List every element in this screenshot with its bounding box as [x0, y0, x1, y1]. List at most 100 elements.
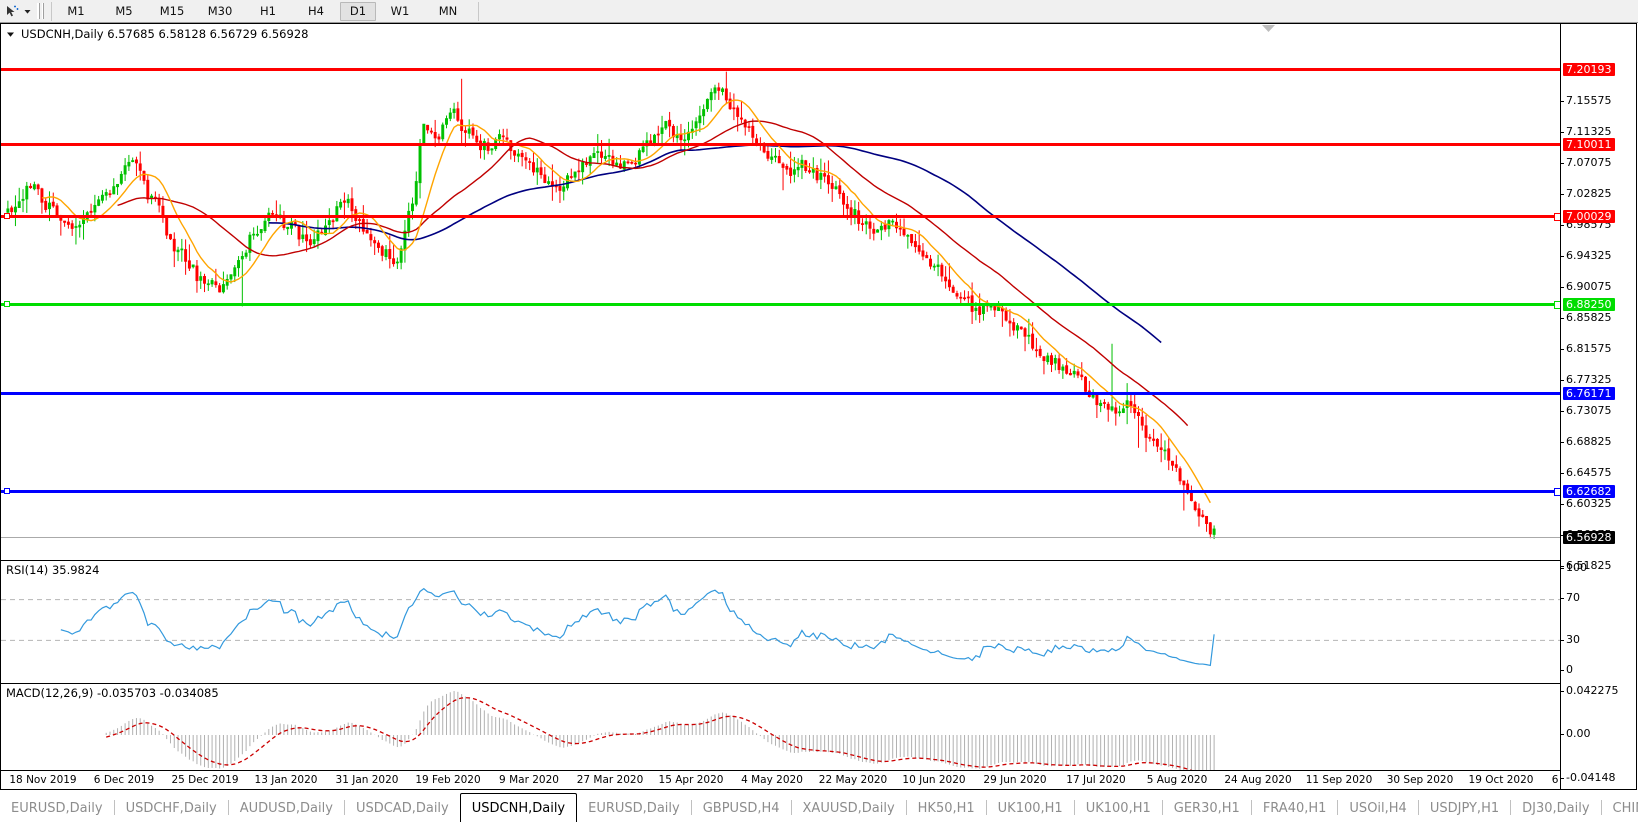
timeframe-button-d1[interactable]: D1: [340, 1, 376, 21]
toolbar-separator: [51, 1, 52, 21]
cursor-crosshair-icon[interactable]: [3, 2, 21, 20]
chart-tab-eurusd-daily[interactable]: EURUSD,Daily: [588, 801, 680, 816]
price-tick: 6.94325: [1561, 250, 1636, 262]
macd-tick: 0.00: [1561, 728, 1636, 740]
price-tick: 6.77325: [1561, 374, 1636, 386]
level-line[interactable]: [1, 301, 1561, 307]
time-tick-label: 31 Jan 2020: [335, 774, 399, 786]
time-tick-label: 13 Jan 2020: [254, 774, 318, 786]
price-scale[interactable]: 7.15575 7.11325 7.07075 7.02825 6.98575 6.943…: [1560, 24, 1636, 789]
macd-pane[interactable]: MACD(12,26,9) -0.035703 -0.034085: [1, 683, 1636, 784]
price-tick: 6.64575: [1561, 467, 1636, 479]
price-tick: 6.90075: [1561, 281, 1636, 293]
current-price-line: [1, 537, 1561, 538]
time-scale[interactable]: 18 Nov 2019 6 Dec 2019 25 Dec 2019 13 Jan 2…: [1, 770, 1636, 789]
chart-tab-usdcad-daily[interactable]: USDCAD,Daily: [355, 801, 449, 816]
timeframe-button-m5[interactable]: M5: [115, 4, 133, 18]
time-tick-label: 6 Dec 2019: [93, 774, 155, 786]
price-tick: 7.11325: [1561, 126, 1636, 138]
cursor-dropdown-caret-icon[interactable]: [21, 2, 33, 20]
level-anchor-handle[interactable]: [4, 213, 10, 219]
chart-tab-ger30-h1[interactable]: GER30,H1: [1173, 801, 1240, 816]
chart-tab-fra40-h1[interactable]: FRA40,H1: [1262, 801, 1327, 816]
chart-tab-gbpusd-h4[interactable]: GBPUSD,H4: [702, 801, 780, 816]
level-line[interactable]: [1, 68, 1561, 71]
price-tick: 6.51825: [1561, 560, 1636, 572]
timeframe-button-w1[interactable]: W1: [390, 4, 410, 18]
level-line[interactable]: [1, 488, 1561, 494]
rsi-tick: 100: [1561, 562, 1636, 574]
timeframe-button-mn[interactable]: MN: [438, 4, 458, 18]
level-line[interactable]: [1, 392, 1561, 395]
tab-separator: [227, 799, 229, 815]
level-line[interactable]: [1, 143, 1561, 146]
price-level-badge[interactable]: 6.76171: [1563, 387, 1615, 400]
price-pane[interactable]: [1, 24, 1636, 559]
chart-top-marker-icon: [1262, 25, 1275, 32]
time-tick-label: 9 Mar 2020: [499, 774, 559, 786]
time-tick-label: 19 Oct 2020: [1468, 774, 1534, 786]
tab-separator: [1417, 799, 1419, 815]
level-line[interactable]: [1, 213, 1561, 219]
chart-tab-usdcnh-daily[interactable]: USDCNH,Daily: [459, 793, 578, 822]
chart-window[interactable]: USDCNH,Daily 6.57685 6.58128 6.56729 6.5…: [0, 23, 1637, 790]
chart-tab-usdjpy-h1[interactable]: USDJPY,H1: [1429, 801, 1500, 816]
time-tick-label: 30 Sep 2020: [1386, 774, 1454, 786]
price-tick: 6.85825: [1561, 312, 1636, 324]
chart-tab-xauusd-daily[interactable]: XAUUSD,Daily: [802, 801, 895, 816]
chart-tab-usdchf-daily[interactable]: USDCHF,Daily: [125, 801, 217, 816]
price-tick: 7.07075: [1561, 157, 1636, 169]
current-price-badge: 6.56928: [1563, 531, 1615, 544]
chart-menu-caret-icon[interactable]: [5, 29, 16, 40]
rsi-pane[interactable]: RSI(14) 35.9824: [1, 560, 1636, 683]
price-level-badge[interactable]: 7.00029: [1563, 210, 1615, 223]
tab-separator: [1250, 799, 1252, 815]
timeframe-button-group: M1 M5 M15 M30 H1 H4 D1 W1 MN: [52, 1, 472, 21]
chart-tab-strip: EURUSD,Daily USDCHF,Daily AUDUSD,Daily USDC…: [0, 792, 1638, 822]
tab-separator: [985, 799, 987, 815]
price-level-badge[interactable]: 7.10011: [1563, 138, 1615, 151]
toolbar-drag-grip[interactable]: [37, 3, 45, 19]
timeframe-button-m15[interactable]: M15: [159, 4, 185, 18]
price-level-badge[interactable]: 6.88250: [1563, 298, 1615, 311]
tab-separator: [1161, 799, 1163, 815]
chart-tab-hk50-h1[interactable]: HK50,H1: [917, 801, 975, 816]
time-tick-label: 22 May 2020: [818, 774, 888, 786]
chart-tab-eurusd-daily[interactable]: EURUSD,Daily: [11, 801, 103, 816]
chart-tab-uk100-h1[interactable]: UK100,H1: [1085, 801, 1151, 816]
tab-separator: [1600, 799, 1602, 815]
time-tick-label: 19 Feb 2020: [415, 774, 481, 786]
tab-separator: [905, 799, 907, 815]
chart-tab-bar: EURUSD,Daily USDCHF,Daily AUDUSD,Daily USDC…: [0, 792, 1638, 835]
time-tick-label: 4 May 2020: [741, 774, 803, 786]
time-tick-label: 27 Mar 2020: [576, 774, 644, 786]
timeframe-button-m1[interactable]: M1: [67, 4, 85, 18]
price-tick: 7.02825: [1561, 188, 1636, 200]
level-anchor-handle[interactable]: [4, 488, 10, 494]
chart-tab-audusd-daily[interactable]: AUDUSD,Daily: [239, 801, 333, 816]
timeframe-button-h1[interactable]: H1: [260, 4, 276, 18]
price-tick: 7.15575: [1561, 95, 1636, 107]
macd-tick: -0.04148: [1561, 772, 1636, 784]
level-anchor-handle[interactable]: [4, 301, 10, 307]
timeframe-button-m30[interactable]: M30: [207, 4, 233, 18]
rsi-tick: 0: [1561, 664, 1636, 676]
chart-tab-uk100-h1[interactable]: UK100,H1: [997, 801, 1063, 816]
chart-tab-usoil-h4[interactable]: USOil,H4: [1349, 801, 1407, 816]
time-tick-label: 10 Jun 2020: [902, 774, 966, 786]
macd-label: MACD(12,26,9) -0.035703 -0.034085: [6, 686, 222, 700]
tab-separator: [1073, 799, 1075, 815]
tab-separator: [1510, 799, 1512, 815]
price-level-badge[interactable]: 6.62682: [1563, 485, 1615, 498]
price-tick: 6.73075: [1561, 405, 1636, 417]
time-tick-label: 15 Apr 2020: [658, 774, 724, 786]
chart-tab-dj30-daily[interactable]: DJ30,Daily: [1522, 801, 1590, 816]
chart-tab-china300-h1[interactable]: CHINA300,H1: [1612, 801, 1638, 816]
time-tick-label: 11 Sep 2020: [1305, 774, 1373, 786]
timeframe-button-h4[interactable]: H4: [308, 4, 324, 18]
time-tick-label: 18 Nov 2019: [9, 774, 77, 786]
macd-tick: 0.042275: [1561, 685, 1636, 697]
price-level-badge[interactable]: 7.20193: [1563, 63, 1615, 76]
toolbar-separator-2: [478, 1, 479, 21]
time-tick-label: 5 Aug 2020: [1146, 774, 1208, 786]
